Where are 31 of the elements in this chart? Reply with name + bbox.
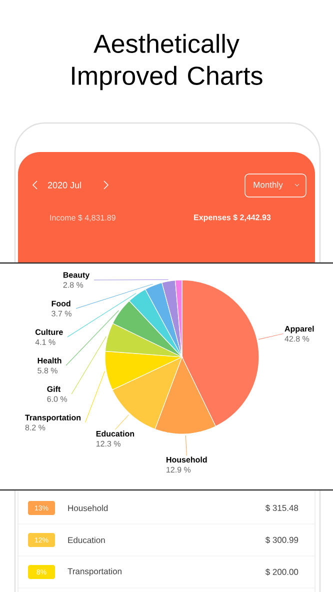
data-label: 8.2 % [25,424,46,430]
slice-label: Household [166,456,207,463]
text: $ 315.48 [265,504,298,512]
data-label: 42.8 % [284,336,310,342]
text: Household [68,504,108,512]
data-label: 6.0 % [47,396,68,402]
text: $ 300.99 [265,536,298,544]
chart-title: Aesthetically Improved Charts [72,34,262,90]
text: Income [50,214,76,221]
slice-label: Apparel [284,326,314,334]
text: Education [68,536,105,544]
text: Monthly [254,182,283,190]
data-label: 2.8 % [63,282,84,288]
data-label: 3.7 % [52,310,72,316]
text: $ 4,831.89 [78,214,116,222]
text: $ 2,442.93 [233,214,271,222]
slice-label: Transportation [25,414,81,422]
text: Expenses [194,214,231,222]
slice-label: Culture [35,329,63,335]
slice-label: Gift [47,386,61,392]
slice-label: Health [38,358,62,364]
text: Transportation [68,568,122,576]
text: $ 200.00 [265,568,298,576]
text: 2020 Jul [48,182,81,188]
data-label: 4.1 % [35,339,56,345]
slice-label: Food [52,300,70,306]
data-label: 12.3 % [96,440,120,447]
slice-label: Beauty [63,272,90,280]
slice-label: Education [96,430,134,437]
data-label: 12.9 % [166,466,191,473]
data-label: 5.8 % [38,368,58,374]
